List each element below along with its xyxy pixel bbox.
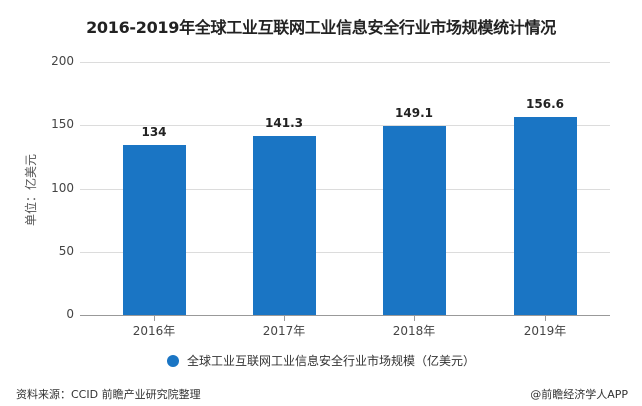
gridline-100: [80, 189, 610, 190]
x-tick-mark: [545, 316, 546, 321]
bar-value-label: 134: [141, 125, 167, 140]
bar-2016: [123, 145, 186, 315]
x-tick-label: 2018年: [392, 324, 436, 338]
source-note: 资料来源：CCID 前瞻产业研究院整理: [16, 388, 201, 401]
gridline-200: [80, 62, 610, 63]
x-tick-label: 2017年: [262, 324, 306, 338]
x-tick-label: 2019年: [523, 324, 567, 338]
bar-value-label: 141.3: [265, 116, 303, 131]
y-tick-200: 200: [51, 54, 74, 68]
x-tick-mark: [284, 316, 285, 321]
x-tick-mark: [154, 316, 155, 321]
x-axis-line: [80, 315, 610, 316]
gridline-150: [80, 125, 610, 126]
gridline-50: [80, 252, 610, 253]
legend: 全球工业互联网工业信息安全行业市场规模（亿美元）: [167, 352, 475, 369]
credit-note: @前瞻经济学人APP: [530, 388, 628, 401]
legend-label: 全球工业互联网工业信息安全行业市场规模（亿美元）: [187, 354, 476, 368]
y-tick-100: 100: [51, 181, 74, 195]
chart-title: 2016-2019年全球工业互联网工业信息安全行业市场规模统计情况: [86, 18, 556, 37]
bar-value-label: 156.6: [526, 96, 564, 111]
x-tick-mark: [414, 316, 415, 321]
bar-2018: [383, 126, 446, 315]
bar-2019: [514, 116, 577, 315]
bar-value-label: 149.1: [395, 106, 433, 121]
y-tick-0: 0: [66, 307, 74, 321]
x-tick-label: 2016年: [132, 324, 176, 338]
y-tick-150: 150: [51, 117, 74, 131]
bar-2017: [253, 136, 316, 315]
legend-marker-icon: [167, 354, 179, 367]
y-tick-50: 50: [58, 244, 74, 258]
